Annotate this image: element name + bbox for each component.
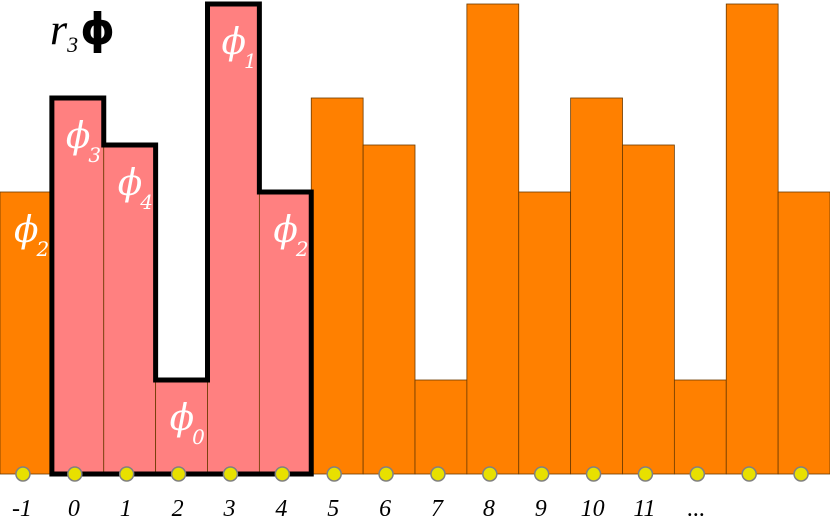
bar-label-5: ϕ2 [273, 210, 308, 261]
tick-label-4: 3 [222, 496, 235, 521]
axis-dot-0 [15, 466, 31, 482]
bar-9 [466, 3, 520, 475]
tick-label-6: 5 [327, 496, 339, 521]
tick-label-13: ... [687, 496, 705, 521]
axis-dot-14 [741, 466, 757, 482]
bar-14 [725, 3, 779, 475]
tick-label-3: 2 [172, 496, 184, 521]
tick-label-9: 8 [483, 496, 495, 521]
bar-15 [777, 191, 830, 475]
highlight-outline [49, 1, 314, 477]
tick-label-0: -1 [12, 496, 32, 521]
bar-7 [362, 144, 416, 475]
bar-1 [51, 97, 105, 475]
tick-label-11: 10 [581, 496, 605, 521]
bar-label-3: ϕ0 [170, 398, 206, 449]
bar-3 [155, 379, 208, 475]
axis-dot-15 [793, 466, 809, 482]
tick-label-12: 11 [633, 496, 655, 521]
bar-0 [0, 191, 53, 475]
bar-8 [414, 379, 468, 475]
title-sub: 3 [66, 32, 78, 57]
title-group: r3ϕ [50, 4, 115, 57]
axis-dot-12 [637, 466, 654, 482]
bar-4 [207, 3, 260, 475]
bar-12 [622, 144, 675, 475]
axis-dot-5 [274, 466, 291, 482]
axis-dot-1 [67, 466, 83, 482]
bar-label-2: ϕ4 [118, 163, 153, 214]
axis-dot-13 [689, 466, 706, 482]
tick-label-5: 4 [275, 496, 287, 521]
bar-6 [310, 97, 364, 475]
tick-label-8: 7 [431, 496, 444, 521]
axis-dot-8 [430, 466, 446, 482]
axis-dot-11 [585, 466, 602, 482]
axis-dot-9 [482, 466, 498, 482]
axis-dot-2 [118, 466, 135, 482]
tick-labels-group: -1 0 1 2 3 4 5 6 7 8 9 10 11... [12, 496, 705, 521]
tick-label-10: 9 [535, 496, 547, 521]
tick-label-1: 0 [68, 496, 80, 521]
bar-label-0: ϕ2 [14, 210, 49, 261]
bars-group [0, 3, 830, 475]
tick-label-2: 1 [120, 496, 132, 521]
tick-label-7: 6 [379, 496, 391, 521]
bar-13 [673, 379, 727, 475]
axis-dot-3 [170, 466, 187, 482]
axis-dot-6 [326, 466, 342, 482]
axis-dot-4 [222, 466, 239, 482]
bar-10 [518, 191, 572, 475]
title-symbol: ϕ [80, 4, 115, 55]
bar-5 [258, 191, 312, 475]
bar-label-4: ϕ1 [221, 22, 256, 73]
axis-dot-10 [533, 466, 550, 482]
axis-dots-group [15, 466, 809, 482]
title-main: r [50, 5, 68, 54]
bar-labels-group: ϕ2 ϕ3 ϕ4 ϕ0 ϕ1 ϕ2 [14, 22, 309, 449]
title-label: r3ϕ [50, 4, 115, 57]
axis-dot-7 [378, 466, 394, 482]
bar-11 [570, 97, 623, 475]
bar-label-1: ϕ3 [66, 116, 101, 167]
